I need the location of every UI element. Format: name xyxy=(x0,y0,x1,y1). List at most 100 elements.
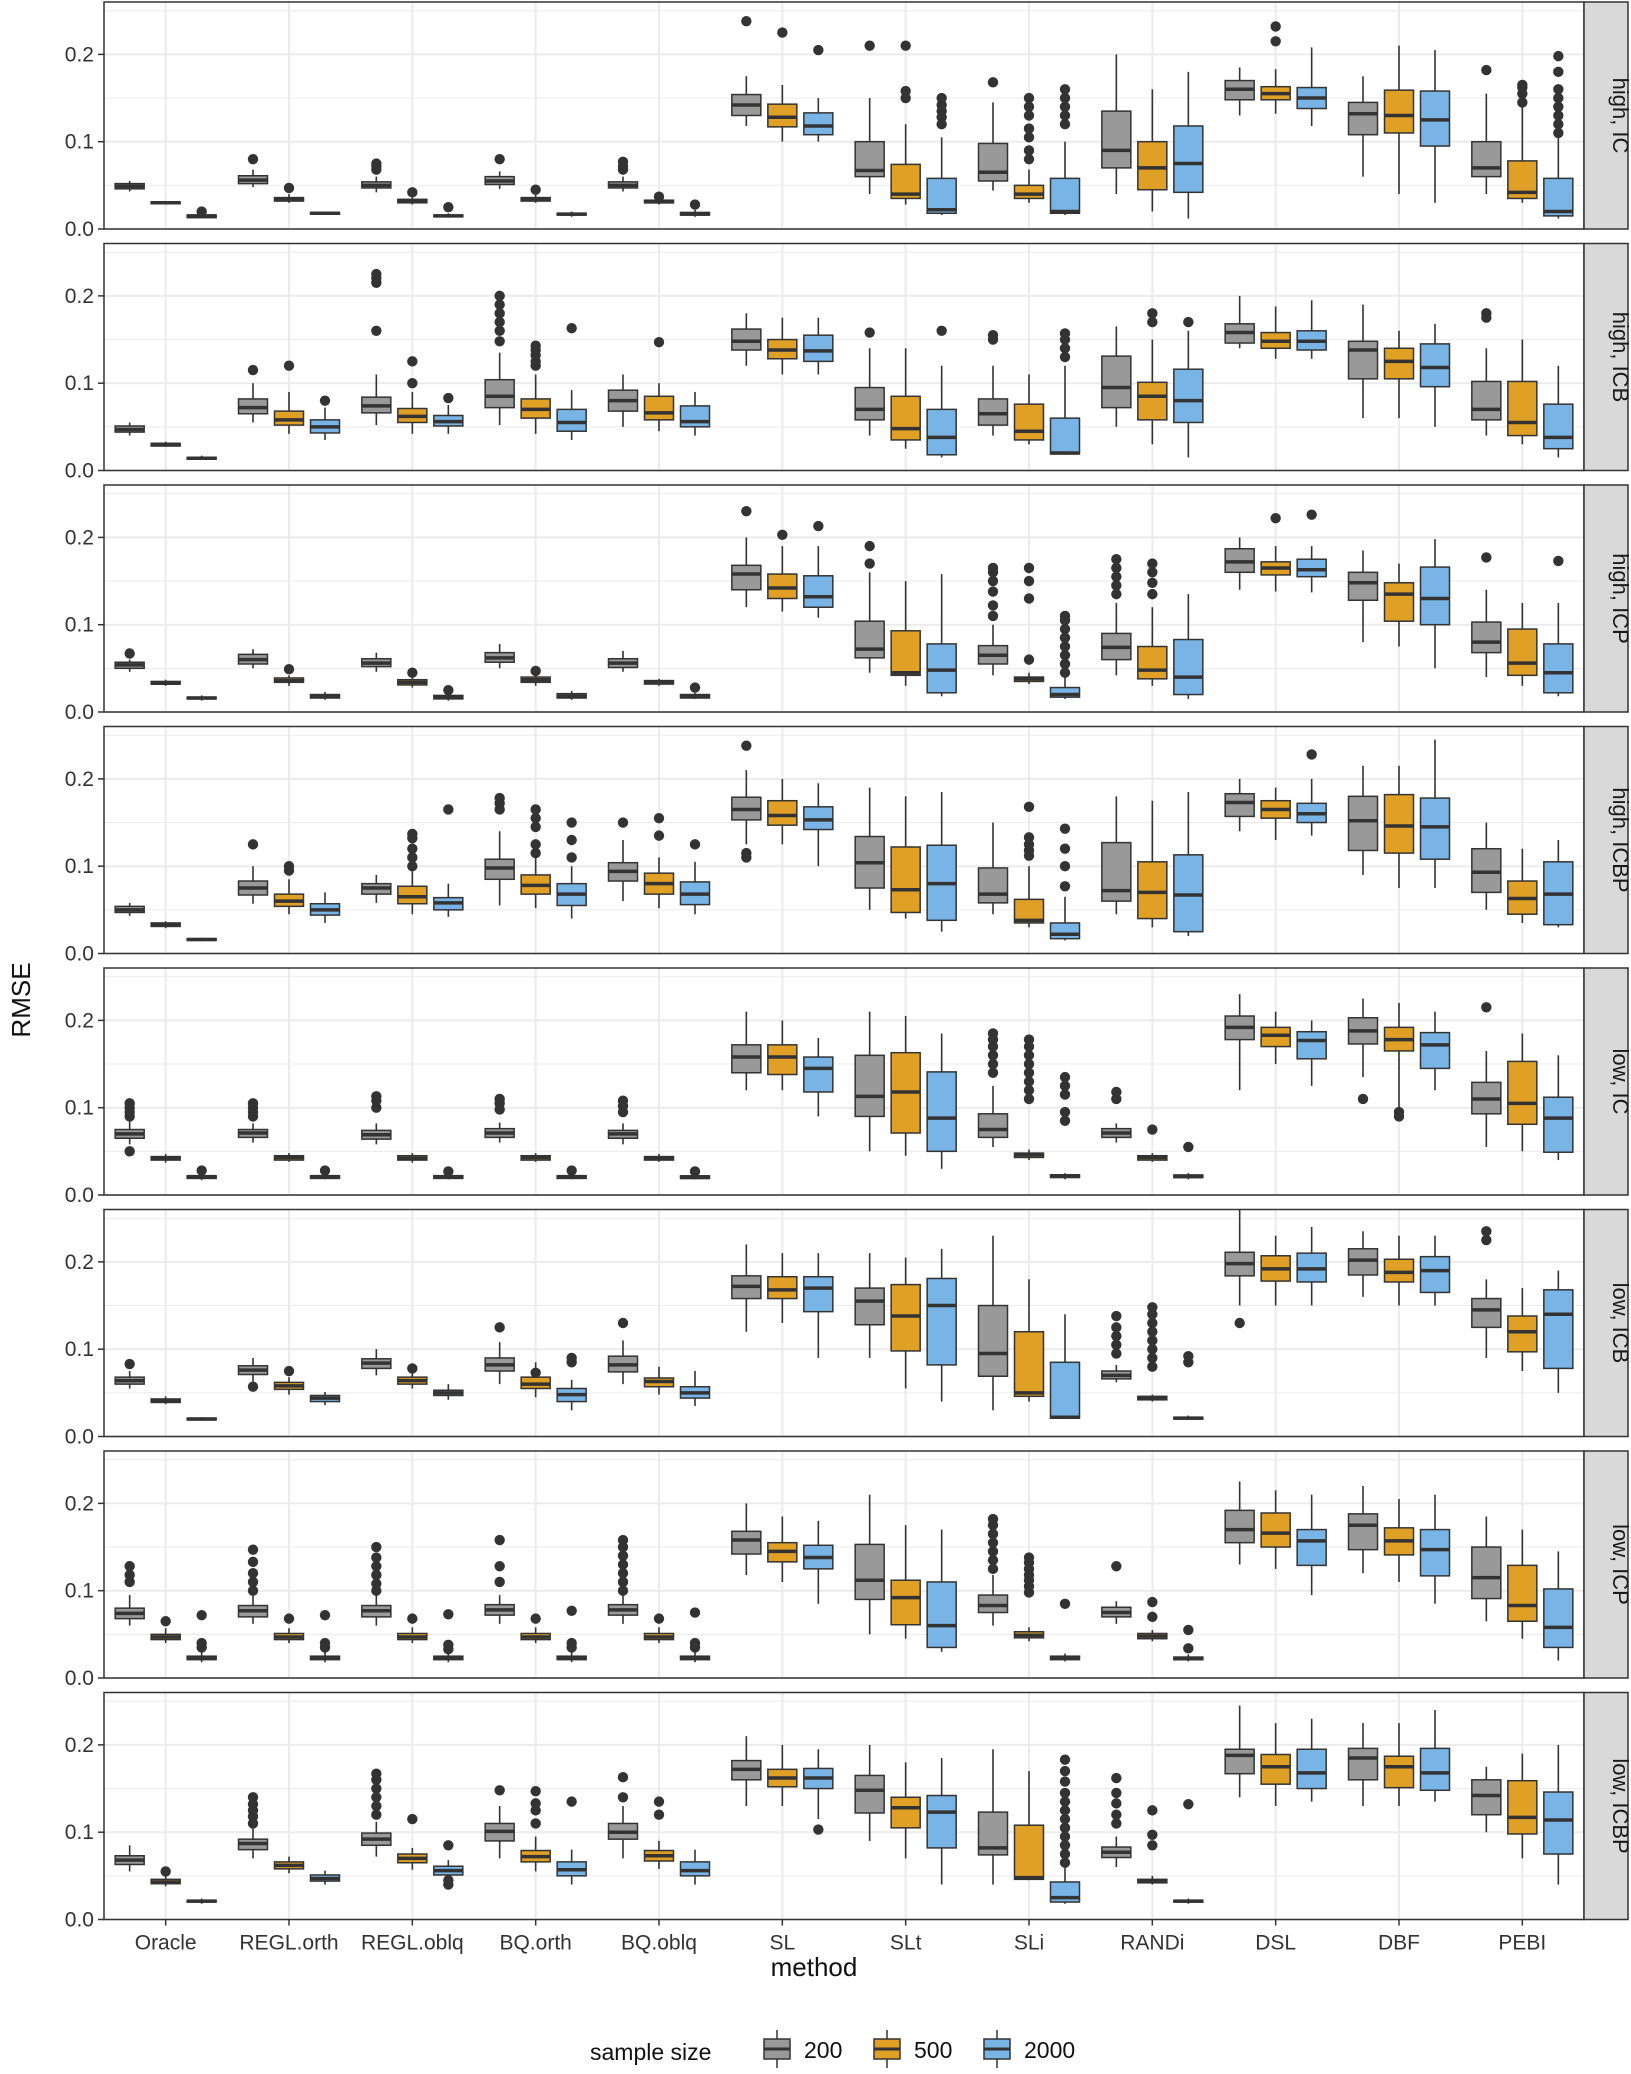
outlier-point xyxy=(653,812,665,824)
box-200 xyxy=(1101,1310,1132,1383)
box-500 xyxy=(520,1153,551,1162)
box-iqr xyxy=(1347,795,1379,852)
box-500 xyxy=(1137,308,1168,445)
outlier-point xyxy=(1481,1226,1492,1237)
box-iqr xyxy=(1101,110,1132,169)
box-500 xyxy=(1507,1288,1538,1372)
box-iqr xyxy=(977,867,1009,904)
box-500 xyxy=(643,1613,675,1644)
box-iqr xyxy=(1296,1528,1327,1567)
box-iqr xyxy=(1049,686,1081,698)
box-iqr xyxy=(977,142,1009,182)
outlier-point xyxy=(1234,1317,1245,1329)
box-iqr xyxy=(854,386,885,421)
outlier-point xyxy=(1111,1809,1122,1820)
box-iqr xyxy=(1419,1528,1451,1577)
outlier-point xyxy=(1023,110,1035,121)
box-200 xyxy=(854,1011,885,1152)
box-2000 xyxy=(1049,1314,1081,1420)
legend-key-2000: 2000 xyxy=(983,2030,1075,2068)
outlier-point xyxy=(407,667,418,678)
box-500 xyxy=(890,40,921,205)
box-500 xyxy=(1507,848,1538,923)
box-200 xyxy=(361,874,392,903)
box-2000 xyxy=(433,392,464,434)
outlier-point xyxy=(247,839,259,850)
box-500 xyxy=(273,1153,305,1162)
box-200 xyxy=(731,1011,762,1091)
outlier-point xyxy=(1183,316,1194,328)
box-200 xyxy=(1471,1002,1502,1147)
y-tick-label: 0.2 xyxy=(65,43,94,66)
outlier-point xyxy=(494,1534,505,1546)
outlier-point xyxy=(1481,1234,1492,1246)
box-2000 xyxy=(1296,509,1327,593)
box-2000 xyxy=(1173,594,1204,699)
outlier-point xyxy=(494,1093,505,1105)
outlier-point xyxy=(813,44,824,56)
outlier-point xyxy=(1059,610,1071,622)
y-tick-label: 0.2 xyxy=(65,1492,94,1515)
legend-title: sample size xyxy=(590,2039,711,2065)
outlier-point xyxy=(741,847,752,859)
outlier-point xyxy=(936,92,947,104)
outlier-point xyxy=(530,340,541,351)
outlier-point xyxy=(1147,1611,1158,1623)
outlier-point xyxy=(1023,1058,1035,1070)
box-iqr xyxy=(803,1056,834,1093)
box-iqr xyxy=(890,630,921,677)
box-2000 xyxy=(433,1840,464,1890)
outlier-point xyxy=(1111,1818,1122,1829)
box-iqr xyxy=(643,395,675,421)
outlier-point xyxy=(494,299,505,310)
outlier-point xyxy=(1059,84,1071,95)
box-500 xyxy=(397,1153,428,1163)
box-iqr xyxy=(803,1275,834,1313)
panel-background xyxy=(104,1692,1584,1920)
box-500 xyxy=(520,340,551,434)
outlier-point xyxy=(124,648,135,659)
box-2000 xyxy=(556,322,587,440)
y-tick-label: 0.2 xyxy=(65,1251,94,1274)
box-iqr xyxy=(1347,340,1379,380)
y-axis-ticks: 0.0 0.1 0.2 xyxy=(65,1734,104,1932)
outlier-point xyxy=(530,812,541,824)
outlier-point xyxy=(1023,1050,1035,1061)
x-axis: Oracle REGL.orth REGL.oblq BQ.orth BQ.oblq SL… xyxy=(135,1919,1546,1955)
box-2000 xyxy=(186,455,217,461)
box-2000 xyxy=(1419,1494,1451,1604)
box-2000 xyxy=(926,1248,957,1402)
outlier-point xyxy=(689,199,701,210)
outlier-point xyxy=(813,1824,824,1835)
box-iqr xyxy=(1543,1289,1574,1370)
box-iqr xyxy=(1347,1747,1379,1781)
box-iqr xyxy=(1224,1509,1255,1544)
box-200 xyxy=(114,422,145,436)
box-500 xyxy=(397,187,428,205)
outlier-point xyxy=(1183,1350,1194,1362)
box-2000 xyxy=(803,44,834,142)
outlier-point xyxy=(371,268,382,280)
box-2000 xyxy=(186,1609,217,1663)
outlier-point xyxy=(530,1798,541,1809)
facet-panel: 0.0 0.1 0.2 high, ICBP xyxy=(65,725,1631,966)
box-iqr xyxy=(926,1071,957,1153)
outlier-point xyxy=(653,1613,665,1624)
box-200 xyxy=(484,1322,515,1385)
box-500 xyxy=(273,664,305,686)
box-iqr xyxy=(890,395,921,441)
box-200 xyxy=(237,1098,269,1143)
outlier-point xyxy=(566,852,577,863)
box-500 xyxy=(767,1744,798,1806)
outlier-point xyxy=(1059,1813,1071,1825)
outlier-point xyxy=(530,804,541,815)
box-2000 xyxy=(803,317,834,375)
box-iqr xyxy=(1507,1315,1538,1353)
outlier-point xyxy=(283,360,295,371)
outlier-point xyxy=(443,1639,454,1651)
box-iqr xyxy=(890,846,921,914)
box-iqr xyxy=(1173,638,1204,696)
box-2000 xyxy=(679,199,711,217)
outlier-point xyxy=(566,817,577,828)
outlier-point xyxy=(407,828,418,840)
